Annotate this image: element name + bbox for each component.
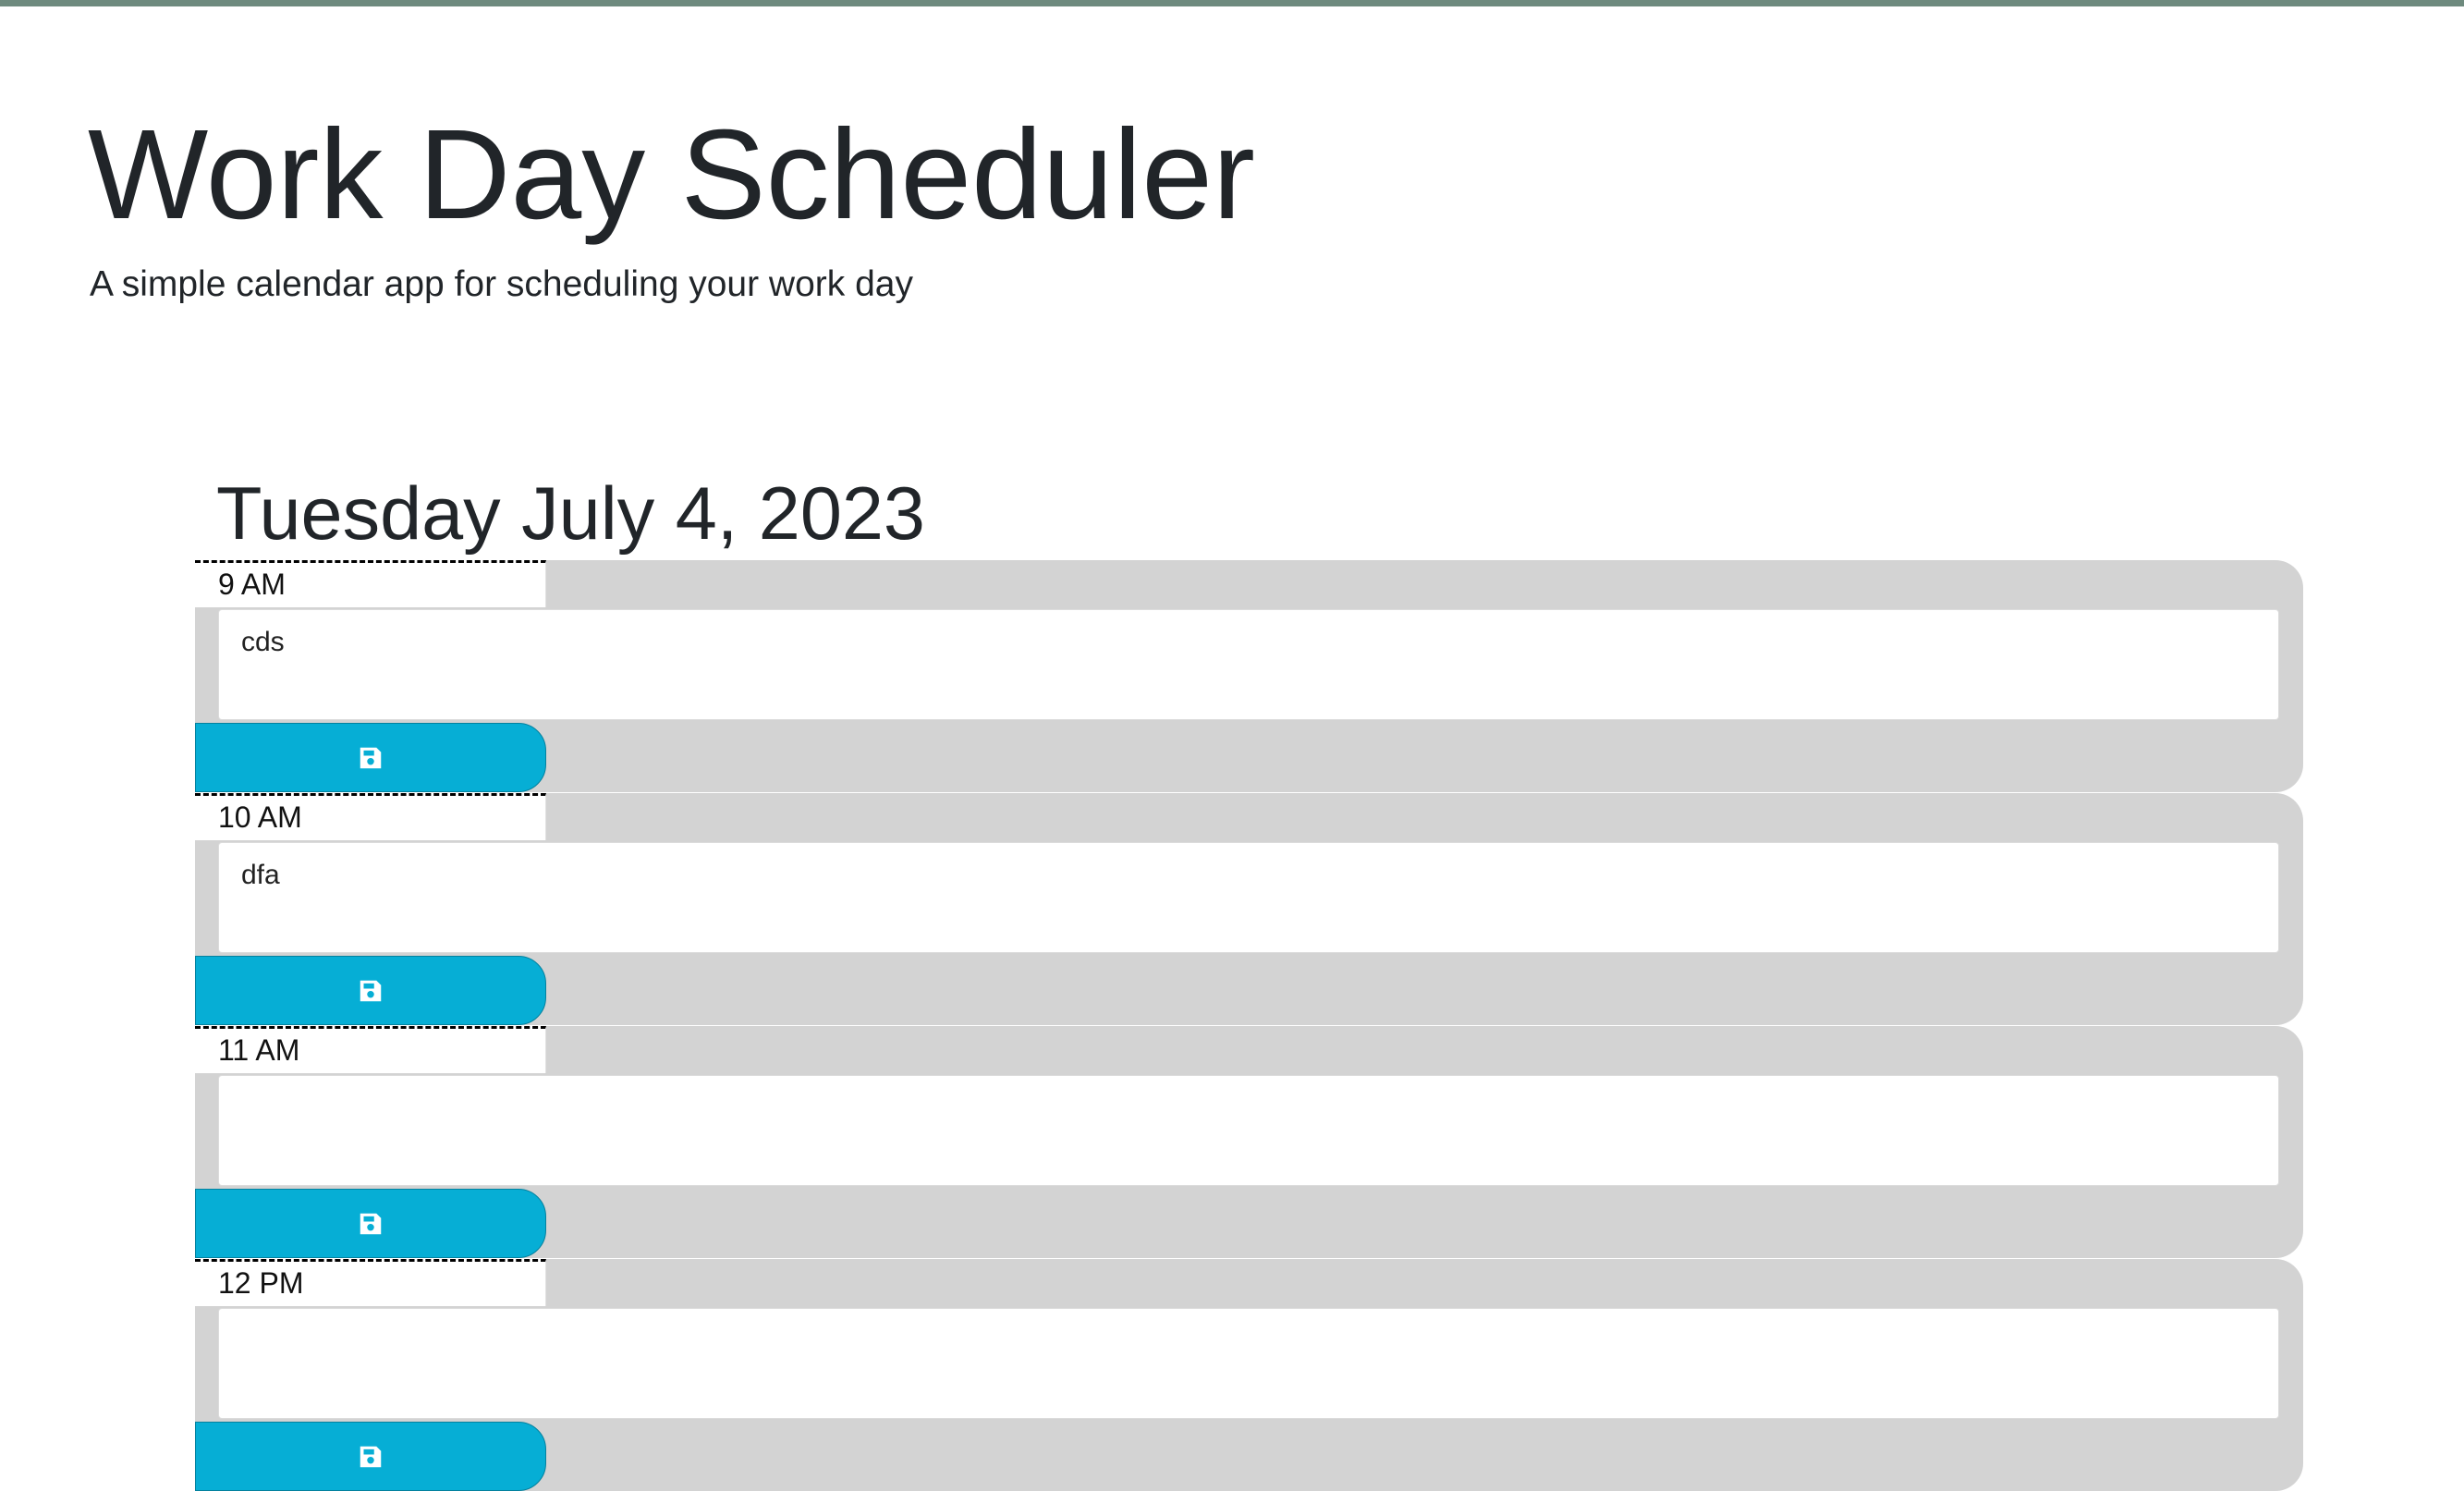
page-subtitle: A simple calendar app for scheduling you… xyxy=(90,264,913,304)
time-block-9am: 9 AM cds xyxy=(195,560,2303,792)
save-button[interactable] xyxy=(195,1189,546,1258)
time-block-11am: 11 AM xyxy=(195,1026,2303,1258)
hour-label: 12 PM xyxy=(195,1259,546,1306)
description-input[interactable] xyxy=(218,1075,2279,1186)
hour-label: 11 AM xyxy=(195,1026,546,1073)
save-button[interactable] xyxy=(195,956,546,1025)
time-block-12pm: 12 PM xyxy=(195,1259,2303,1491)
save-button[interactable] xyxy=(195,723,546,792)
save-button[interactable] xyxy=(195,1422,546,1491)
page-title: Work Day Scheduler xyxy=(88,104,1255,246)
description-input[interactable]: cds xyxy=(218,609,2279,720)
description-input[interactable]: dfa xyxy=(218,842,2279,953)
save-icon xyxy=(360,747,382,768)
current-day: Tuesday July 4, 2023 xyxy=(216,472,925,556)
description-input[interactable] xyxy=(218,1308,2279,1419)
hour-label: 9 AM xyxy=(195,560,546,607)
save-icon xyxy=(360,980,382,1001)
hour-label: 10 AM xyxy=(195,793,546,840)
time-block-10am: 10 AM dfa xyxy=(195,793,2303,1025)
save-icon xyxy=(360,1213,382,1234)
save-icon xyxy=(360,1446,382,1467)
top-accent-bar xyxy=(0,0,2464,6)
header: Work Day Scheduler A simple calendar app… xyxy=(0,6,2464,395)
